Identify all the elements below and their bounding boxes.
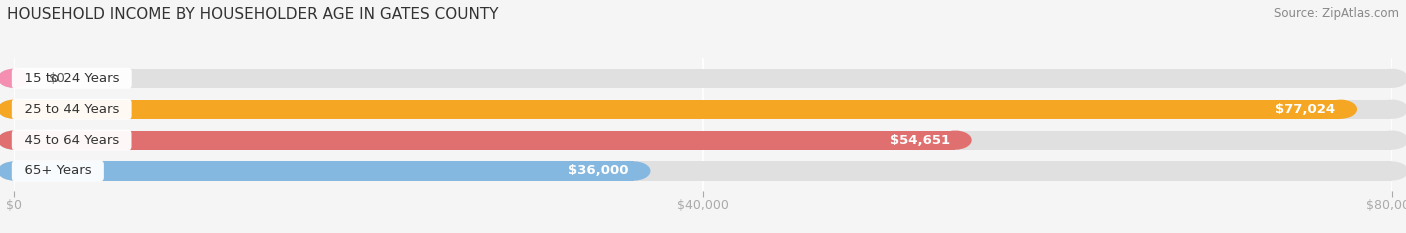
Bar (14, 100, 1392, 119)
Bar (14, 69, 1392, 88)
Ellipse shape (0, 100, 31, 119)
Text: 15 to 24 Years: 15 to 24 Years (15, 72, 128, 85)
Bar (14, 161, 1392, 181)
Text: $36,000: $36,000 (568, 164, 628, 178)
Text: 45 to 64 Years: 45 to 64 Years (15, 134, 128, 147)
Ellipse shape (1375, 130, 1406, 150)
Ellipse shape (0, 69, 31, 88)
Text: Source: ZipAtlas.com: Source: ZipAtlas.com (1274, 7, 1399, 20)
Bar (14, 130, 1392, 150)
Text: $77,024: $77,024 (1275, 103, 1336, 116)
Bar (14, 161, 634, 181)
Bar (14, 130, 955, 150)
Ellipse shape (1375, 100, 1406, 119)
Ellipse shape (0, 161, 31, 181)
Text: 65+ Years: 65+ Years (15, 164, 100, 178)
Ellipse shape (939, 130, 972, 150)
Ellipse shape (1375, 69, 1406, 88)
Ellipse shape (617, 161, 651, 181)
Ellipse shape (1375, 161, 1406, 181)
Text: $0: $0 (48, 72, 66, 85)
Ellipse shape (0, 130, 31, 150)
Bar (14, 100, 1341, 119)
Ellipse shape (0, 161, 31, 181)
Text: $54,651: $54,651 (890, 134, 950, 147)
Ellipse shape (1324, 100, 1357, 119)
Text: 25 to 44 Years: 25 to 44 Years (15, 103, 128, 116)
Ellipse shape (0, 130, 31, 150)
Text: HOUSEHOLD INCOME BY HOUSEHOLDER AGE IN GATES COUNTY: HOUSEHOLD INCOME BY HOUSEHOLDER AGE IN G… (7, 7, 499, 22)
Ellipse shape (0, 69, 31, 88)
Ellipse shape (0, 100, 31, 119)
